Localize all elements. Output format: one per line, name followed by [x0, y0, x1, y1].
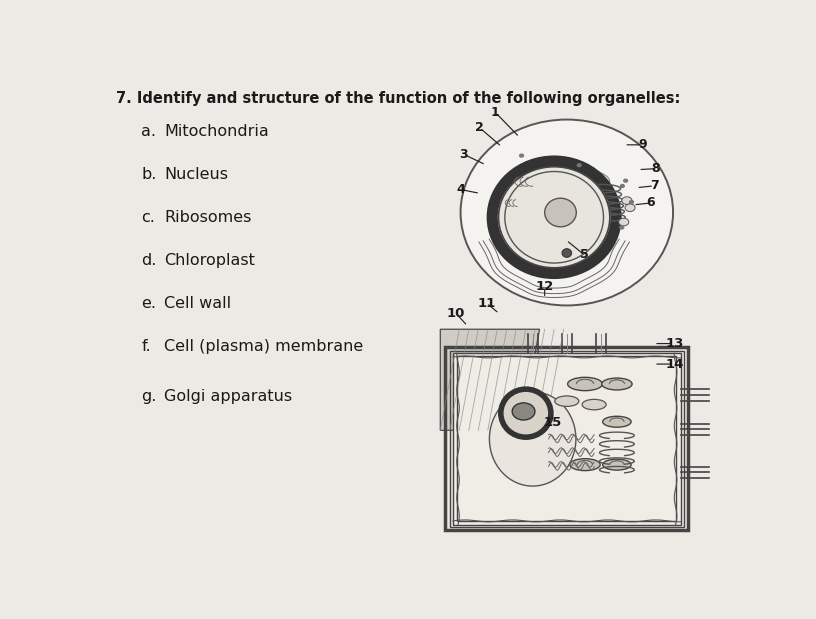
Circle shape [619, 219, 629, 226]
Text: Nucleus: Nucleus [164, 167, 228, 182]
Circle shape [520, 154, 523, 157]
Polygon shape [441, 329, 539, 430]
Text: Mitochondria: Mitochondria [164, 124, 268, 139]
FancyBboxPatch shape [453, 353, 681, 525]
Text: 10: 10 [447, 307, 465, 320]
Text: b.: b. [141, 167, 157, 182]
Text: Cell wall: Cell wall [164, 296, 231, 311]
Ellipse shape [570, 459, 601, 470]
Text: 1: 1 [491, 106, 499, 119]
Ellipse shape [582, 399, 606, 410]
Text: 13: 13 [665, 337, 684, 350]
Ellipse shape [501, 389, 551, 437]
Ellipse shape [460, 119, 673, 305]
Circle shape [623, 180, 628, 182]
Text: 12: 12 [535, 280, 554, 293]
Ellipse shape [603, 459, 631, 470]
Text: 15: 15 [543, 416, 561, 429]
Text: 4: 4 [457, 183, 466, 196]
Text: e.: e. [141, 296, 156, 311]
Ellipse shape [562, 249, 571, 258]
Ellipse shape [545, 198, 576, 227]
Circle shape [512, 403, 535, 420]
Ellipse shape [568, 378, 602, 391]
Text: Golgi apparatus: Golgi apparatus [164, 389, 292, 404]
Text: 8: 8 [652, 162, 660, 175]
Ellipse shape [601, 378, 632, 390]
Text: f.: f. [141, 339, 151, 354]
Text: 9: 9 [638, 138, 647, 151]
Circle shape [620, 184, 624, 188]
Circle shape [622, 197, 632, 204]
Ellipse shape [499, 167, 610, 268]
Ellipse shape [503, 199, 522, 207]
Ellipse shape [513, 175, 539, 188]
Circle shape [577, 164, 581, 167]
Text: c.: c. [141, 210, 155, 225]
Text: 7: 7 [650, 180, 659, 193]
Text: 6: 6 [646, 196, 655, 209]
Text: 11: 11 [477, 297, 495, 310]
Text: 2: 2 [475, 121, 484, 134]
Text: d.: d. [141, 253, 157, 268]
Ellipse shape [603, 416, 631, 427]
Text: Ribosomes: Ribosomes [164, 210, 251, 225]
Ellipse shape [490, 392, 576, 486]
Text: a.: a. [141, 124, 156, 139]
Text: Cell (plasma) membrane: Cell (plasma) membrane [164, 339, 363, 354]
Circle shape [620, 226, 623, 229]
Text: 14: 14 [665, 358, 684, 371]
Circle shape [625, 204, 635, 212]
Text: g.: g. [141, 389, 157, 404]
Text: 5: 5 [579, 248, 588, 261]
Circle shape [630, 201, 633, 204]
Text: 7. Identify and structure of the function of the following organelles:: 7. Identify and structure of the functio… [116, 91, 681, 106]
Text: Chloroplast: Chloroplast [164, 253, 255, 268]
Ellipse shape [555, 396, 579, 407]
Text: 3: 3 [459, 148, 468, 161]
